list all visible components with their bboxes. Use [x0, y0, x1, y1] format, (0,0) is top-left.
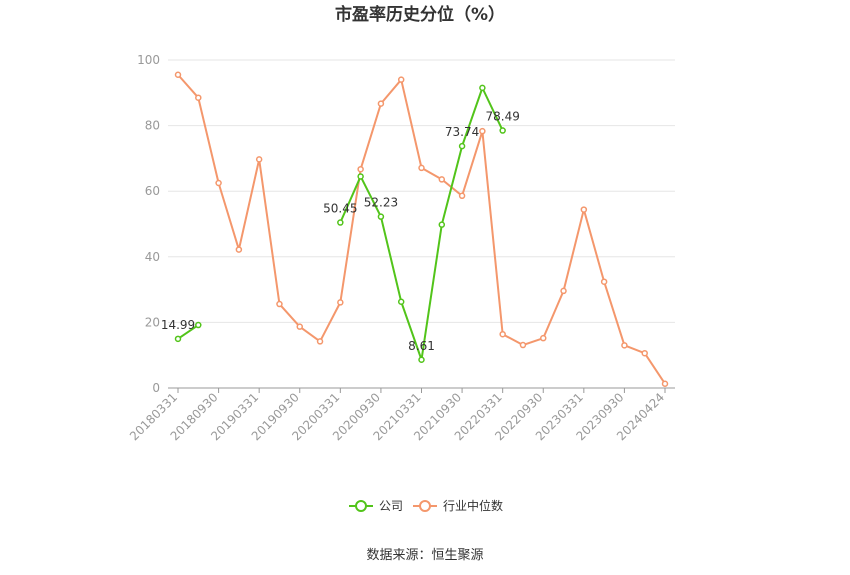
data-point-company	[357, 173, 364, 180]
series-layer	[174, 71, 669, 387]
legend[interactable]: 公司 行业中位数	[349, 498, 503, 513]
data-point-company	[438, 221, 446, 228]
data-point-industry-median	[540, 334, 547, 342]
data-point-industry-median	[479, 127, 486, 135]
data-point-industry-median	[337, 299, 344, 306]
data-point-industry-median	[296, 323, 303, 330]
data-point-industry-median	[255, 156, 263, 163]
data-point-industry-median	[438, 176, 446, 183]
data-point-industry-median	[418, 164, 425, 172]
data-label-company: 14.99	[161, 318, 195, 332]
data-labels: 14.99 50.45 52.23 8.61 73.74 78.49	[161, 110, 520, 353]
data-point-industry-median	[316, 338, 324, 345]
data-point-industry-median	[499, 330, 506, 338]
chart-title: 市盈率历史分位（%）	[335, 4, 505, 25]
data-label-company: 78.49	[485, 110, 519, 124]
y-tick-label: 40	[145, 250, 160, 264]
data-point-industry-median	[235, 246, 243, 253]
data-label-company: 52.23	[364, 196, 398, 210]
y-tick-label: 20	[145, 315, 160, 329]
y-tick-label: 0	[152, 381, 160, 395]
data-point-company	[418, 356, 425, 364]
data-point-industry-median	[357, 165, 364, 173]
y-tick-label: 60	[145, 184, 160, 198]
data-point-industry-median	[621, 342, 628, 349]
legend-item-company[interactable]: 公司	[349, 499, 403, 513]
data-point-industry-median	[580, 206, 588, 213]
data-point-company	[499, 127, 506, 134]
data-label-company: 50.45	[323, 202, 357, 216]
data-point-industry-median	[458, 192, 466, 200]
data-point-company	[337, 219, 344, 226]
data-point-company	[397, 298, 405, 305]
legend-marker-company	[355, 500, 367, 512]
data-point-industry-median	[661, 380, 669, 387]
y-tick-label: 80	[145, 119, 160, 133]
legend-label-company: 公司	[379, 499, 403, 513]
data-point-company	[377, 213, 385, 220]
data-label-company: 73.74	[445, 125, 479, 139]
data-point-industry-median	[600, 278, 608, 285]
data-point-industry-median	[641, 349, 648, 357]
data-point-industry-median	[215, 179, 222, 187]
data-point-industry-median	[519, 341, 527, 349]
legend-item-industry-median[interactable]: 行业中位数	[413, 498, 503, 513]
legend-label-industry-median: 行业中位数	[443, 498, 503, 513]
data-source: 数据来源：恒生聚源	[366, 548, 483, 563]
data-point-industry-median	[195, 94, 202, 101]
data-point-industry-median	[560, 287, 567, 295]
y-tick-label: 100	[137, 53, 160, 67]
data-point-company	[458, 142, 466, 150]
data-point-industry-median	[377, 100, 385, 107]
data-point-industry-median	[397, 76, 405, 83]
data-point-industry-median	[174, 71, 182, 79]
data-label-company: 8.61	[408, 339, 435, 353]
data-point-company	[479, 84, 486, 92]
data-point-industry-median	[276, 300, 283, 308]
data-point-company	[195, 321, 202, 329]
data-point-company	[174, 335, 182, 343]
legend-marker-industry-median	[419, 500, 431, 512]
axes: 0204060801002018033120180930201903312019…	[127, 53, 675, 443]
series-line-industry-median	[177, 74, 666, 385]
grid	[168, 59, 675, 323]
